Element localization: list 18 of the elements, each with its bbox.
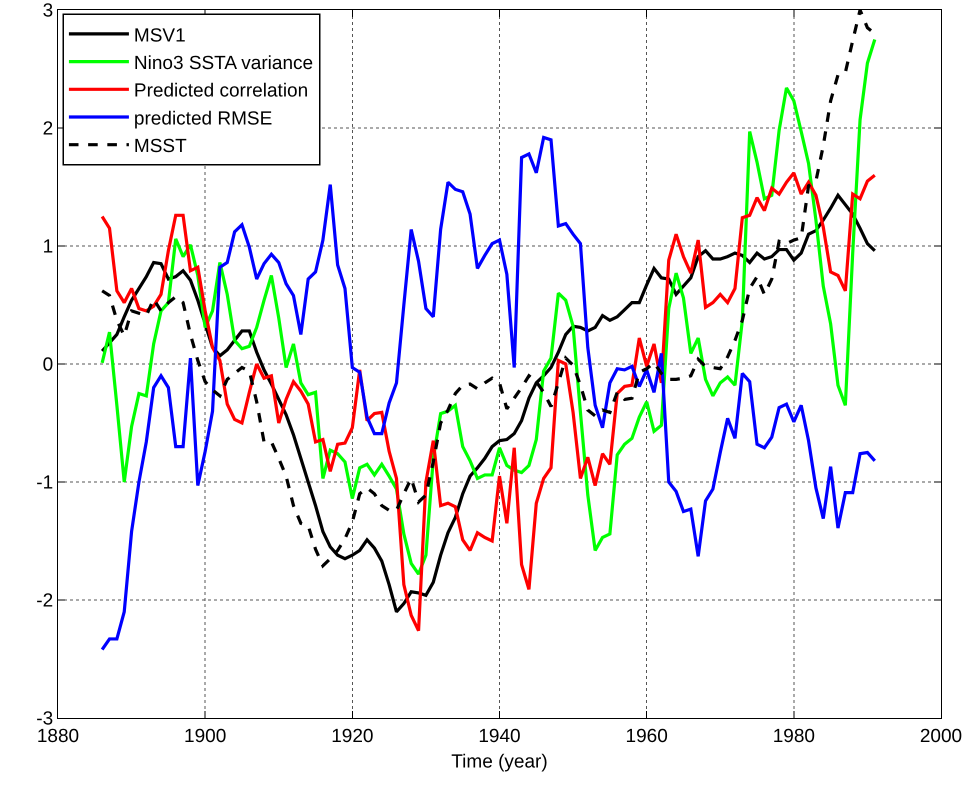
legend-label: predicted RMSE [134, 108, 272, 130]
x-tick-label: 1940 [478, 726, 521, 747]
y-tick-label: 2 [42, 118, 54, 140]
y-tick-label: 1 [42, 236, 54, 258]
x-tick-label: 1960 [626, 726, 668, 747]
legend-label: Nino3 SSTA variance [134, 53, 314, 74]
y-tick-label: 0 [42, 354, 54, 376]
y-tick-label: -1 [36, 472, 54, 494]
legend-label: Predicted correlation [134, 80, 308, 102]
y-tick-label: -2 [36, 590, 54, 612]
x-tick-label: 2000 [920, 726, 962, 747]
y-tick-label: 3 [42, 0, 54, 22]
x-tick-label: 1900 [184, 726, 226, 747]
x-tick-label: 1920 [331, 726, 374, 747]
x-tick-label: 1980 [772, 726, 815, 747]
x-axis-title: Time (year) [451, 752, 548, 773]
legend-label: MSV1 [134, 25, 186, 46]
legend-label: MSST [134, 136, 188, 158]
